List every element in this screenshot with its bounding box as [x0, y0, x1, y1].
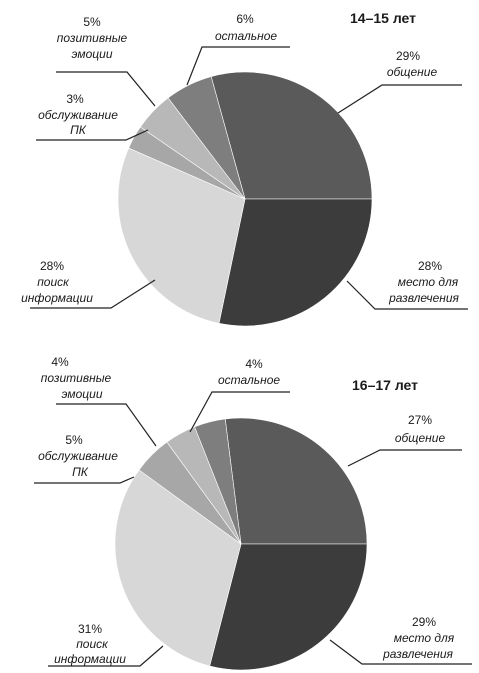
pie-2-slice-ostalnoe	[194, 418, 242, 545]
label-2-poisk-l2: информации	[54, 652, 126, 666]
pie-2-slice-obshchenie	[224, 417, 368, 545]
leader-2-mesto	[329, 639, 472, 665]
pct-2-ostalnoe: 4%	[245, 357, 263, 371]
pct-1-poisk: 28%	[40, 259, 64, 273]
pct-1-obshchenie: 29%	[396, 49, 420, 63]
pct-1-pk: 3%	[66, 92, 84, 106]
pct-2-pk: 5%	[65, 433, 83, 447]
pie-chart-2: 16–17 лет 27% общение 29% место для разв…	[34, 355, 472, 671]
label-1-emocii-l2: эмоции	[71, 47, 112, 61]
label-2-ostalnoe: остальное	[218, 373, 280, 387]
pie-1-slice-poisk-informacii	[117, 147, 246, 324]
label-2-poisk-l1: поиск	[76, 637, 109, 651]
pie-2-slice-mesto-dlya-razvlecheniya	[209, 543, 368, 671]
pie-1-slices	[117, 71, 373, 327]
label-2-pk-l2: ПК	[72, 465, 89, 479]
leader-1-poisk	[30, 279, 156, 309]
leader-1-mesto	[346, 280, 468, 310]
label-1-poisk-l1: поиск	[37, 275, 70, 289]
label-1-pk-l2: ПК	[70, 123, 87, 137]
pct-1-mesto: 28%	[418, 259, 442, 273]
label-1-mesto-l1: место для	[398, 275, 459, 289]
leader-1-ostalnoe	[186, 46, 290, 86]
chart-1-title: 14–15 лет	[350, 10, 416, 26]
pct-1-emocii: 5%	[83, 15, 101, 29]
label-2-mesto-l2: развлечения	[382, 647, 453, 661]
leader-2-emocii	[56, 403, 157, 447]
pct-2-obshchenie: 27%	[408, 413, 432, 427]
pie-1-slice-obshchenie	[210, 71, 373, 200]
pct-1-ostalnoe: 6%	[236, 12, 254, 26]
leader-1-obshchenie	[337, 84, 462, 114]
label-1-poisk-l2: информации	[21, 291, 93, 305]
chart-2-title: 16–17 лет	[352, 377, 418, 393]
pie-1-slice-mesto-dlya-razvlecheniya	[218, 198, 373, 327]
label-1-mesto-l2: развлечения	[388, 291, 459, 305]
pie-chart-1: 14–15 лет 29% общение 28% место для разв…	[21, 10, 468, 327]
pie-1-slice-ostalnoe	[167, 76, 246, 200]
label-2-emocii-l1: позитивные	[41, 371, 112, 385]
label-1-emocii-l1: позитивные	[57, 31, 128, 45]
label-2-pk-l1: обслуживание	[38, 449, 118, 463]
leader-1-pk	[36, 129, 149, 141]
label-1-obshchenie: общение	[387, 65, 438, 79]
label-1-pk-l1: обслуживание	[38, 108, 118, 122]
label-2-obshchenie: общение	[395, 431, 446, 445]
pct-2-emocii: 4%	[51, 355, 69, 369]
leader-2-poisk	[48, 645, 164, 667]
pie-2-slice-poisk-informacii	[114, 469, 242, 667]
label-2-mesto-l1: место для	[394, 631, 455, 645]
pie-2-slices	[114, 417, 368, 671]
pct-2-poisk: 31%	[78, 622, 102, 636]
label-2-emocii-l2: эмоции	[61, 387, 102, 401]
leader-2-ostalnoe	[189, 391, 290, 433]
leader-1-emocii	[56, 71, 156, 107]
leader-2-obshchenie	[347, 449, 462, 467]
leader-2-pk	[34, 476, 135, 484]
label-1-ostalnoe: остальное	[215, 29, 277, 43]
pct-2-mesto: 29%	[412, 615, 436, 629]
